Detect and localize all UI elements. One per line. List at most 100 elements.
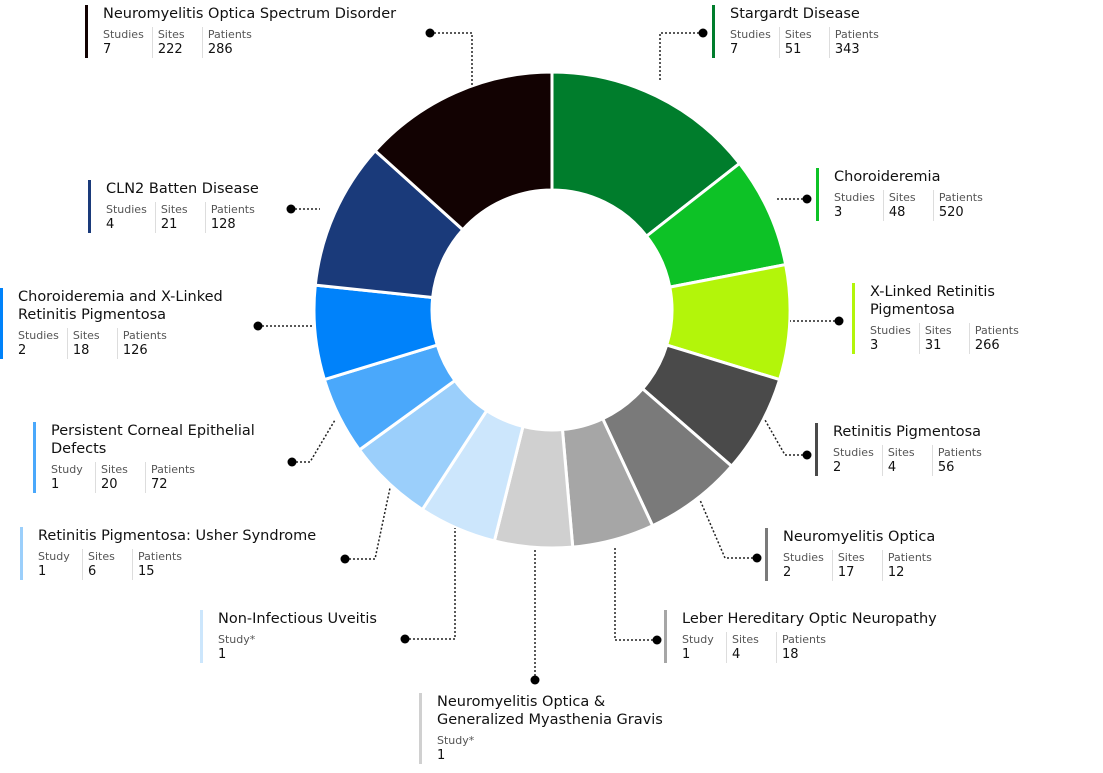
stat-value: 4 (732, 647, 741, 662)
node-title: Stargardt Disease (730, 6, 860, 22)
node-stats: Study* 1 (218, 632, 418, 663)
stat: Sites 20 (95, 462, 145, 493)
node-title: Retinitis Pigmentosa: Usher Syndrome (38, 528, 317, 544)
stat-label: Patients (122, 329, 167, 342)
stat-value: 7 (730, 42, 739, 57)
node-card: Retinitis Pigmentosa Studies 2 Sites 4 Patien… (815, 423, 1033, 476)
node-card: Leber Hereditary Optic Neuropathy Study 1 S… (664, 610, 982, 663)
node-title: CLN2 Batten Disease (106, 181, 259, 197)
stat-value: 2 (18, 343, 27, 358)
stat: Patients 520 (932, 190, 991, 221)
stat: Patients 126 (116, 328, 175, 359)
node-stats: Study 1 Sites 20 Patients 72 (51, 462, 281, 493)
stat: Patients 56 (931, 445, 990, 476)
stat-value: 2 (833, 460, 842, 475)
stat-label: Studies (783, 551, 824, 564)
stat-value: 266 (974, 338, 1000, 353)
node-title: Choroideremia and X-Linked Retinitis Pig… (18, 289, 223, 323)
connector (292, 419, 336, 463)
connector-dot (286, 204, 296, 214)
connector (614, 548, 657, 641)
stat: Studies 7 (103, 27, 152, 58)
stat: Studies 4 (106, 202, 155, 233)
stat-label: Studies (834, 191, 875, 204)
connector (699, 499, 757, 559)
node-title: Neuromyelitis Optica & Generalized Myast… (437, 694, 663, 728)
stat: Sites 18 (66, 328, 117, 359)
stat-label: Sites (732, 633, 759, 646)
node-title: Choroideremia (834, 169, 941, 185)
stat-label: Sites (924, 324, 952, 337)
stat-value: 6 (88, 564, 97, 579)
stat-value: 3 (834, 205, 843, 220)
stat-label: Patients (938, 191, 983, 204)
node-stats: Studies 7 Sites 51 Patients 343 (730, 27, 930, 58)
stat-label: Sites (88, 550, 115, 563)
stat-value: 126 (122, 343, 148, 358)
stat-value: 4 (887, 460, 897, 475)
stat-value: 15 (138, 564, 155, 579)
stat-value: 7 (103, 42, 112, 57)
stat-label: Sites (837, 551, 865, 564)
stat-value: 343 (834, 42, 860, 57)
stat-value: 1 (38, 564, 47, 579)
stat-label: Patients (834, 28, 879, 41)
stat: Sites 17 (831, 550, 882, 581)
node-stats: Study 1 Sites 6 Patients 15 (38, 549, 358, 580)
stat-label: Sites (72, 329, 100, 342)
stat-value: 72 (151, 477, 168, 492)
node-title: Non-Infectious Uveitis (218, 611, 377, 627)
node-stats: Studies 2 Sites 4 Patients 56 (833, 445, 1033, 476)
connector-dot (802, 450, 812, 460)
node-stats: Studies 3 Sites 48 Patients 520 (834, 190, 1034, 221)
stat-label: Patients (937, 446, 982, 459)
node-card: Neuromyelitis Optica & Generalized Myast… (419, 693, 687, 764)
stat-label: Patients (887, 551, 932, 564)
connector-dot (425, 28, 435, 38)
stat: Patients 266 (968, 323, 1027, 354)
node-title: Retinitis Pigmentosa (833, 424, 982, 440)
node-stats: Study 1 Sites 4 Patients 18 (682, 632, 982, 663)
stat-label: Patients (151, 463, 196, 476)
connector (659, 32, 703, 80)
stat: Studies 2 (18, 328, 67, 359)
stat-label: Patients (974, 324, 1019, 337)
stat: Studies 3 (870, 323, 919, 354)
stat-value: 2 (783, 565, 792, 580)
stat: Patients 18 (776, 632, 834, 663)
stat-value: 51 (784, 42, 802, 57)
connector-dot (834, 316, 844, 326)
stat-label: Sites (157, 28, 185, 41)
connector-dot (530, 675, 540, 685)
stat-label: Studies (103, 28, 144, 41)
stat: Studies 2 (833, 445, 882, 476)
node-card: Choroideremia Studies 3 Sites 48 Patients 520 (816, 168, 1034, 221)
node-card: Neuromyelitis Optica Studies 2 Sites 17 Patie… (765, 528, 983, 581)
node-card: Neuromyelitis Optica Spectrum Disorder St… (85, 5, 433, 58)
node-stats: Studies 7 Sites 222 Patients 286 (103, 27, 433, 58)
stat: Sites 6 (82, 549, 132, 580)
node-card: X-Linked Retinitis Pigmentosa Studies 3 Sit… (852, 283, 1045, 354)
stat: Study* 1 (218, 632, 263, 663)
stat: Study 1 (51, 462, 95, 493)
stat-label: Patients (138, 550, 183, 563)
stat-value: 17 (837, 565, 855, 580)
node-title: X-Linked Retinitis Pigmentosa (870, 284, 995, 318)
stat-value: 48 (888, 205, 906, 220)
stat-label: Study* (218, 633, 256, 646)
stat: Sites 4 (881, 445, 932, 476)
stat-label: Sites (887, 446, 915, 459)
stat-label: Sites (784, 28, 812, 41)
stat-value: 4 (106, 217, 115, 232)
stat-label: Sites (888, 191, 916, 204)
node-card: Stargardt Disease Studies 7 Sites 51 Patients… (712, 5, 930, 58)
stat-label: Sites (160, 203, 188, 216)
stat: Study 1 (682, 632, 726, 663)
node-stats: Study* 1 (437, 733, 687, 764)
stat-label: Study (51, 463, 83, 476)
stat-value: 222 (157, 42, 183, 57)
donut-segment (373, 70, 554, 232)
stat-value: 21 (160, 217, 178, 232)
